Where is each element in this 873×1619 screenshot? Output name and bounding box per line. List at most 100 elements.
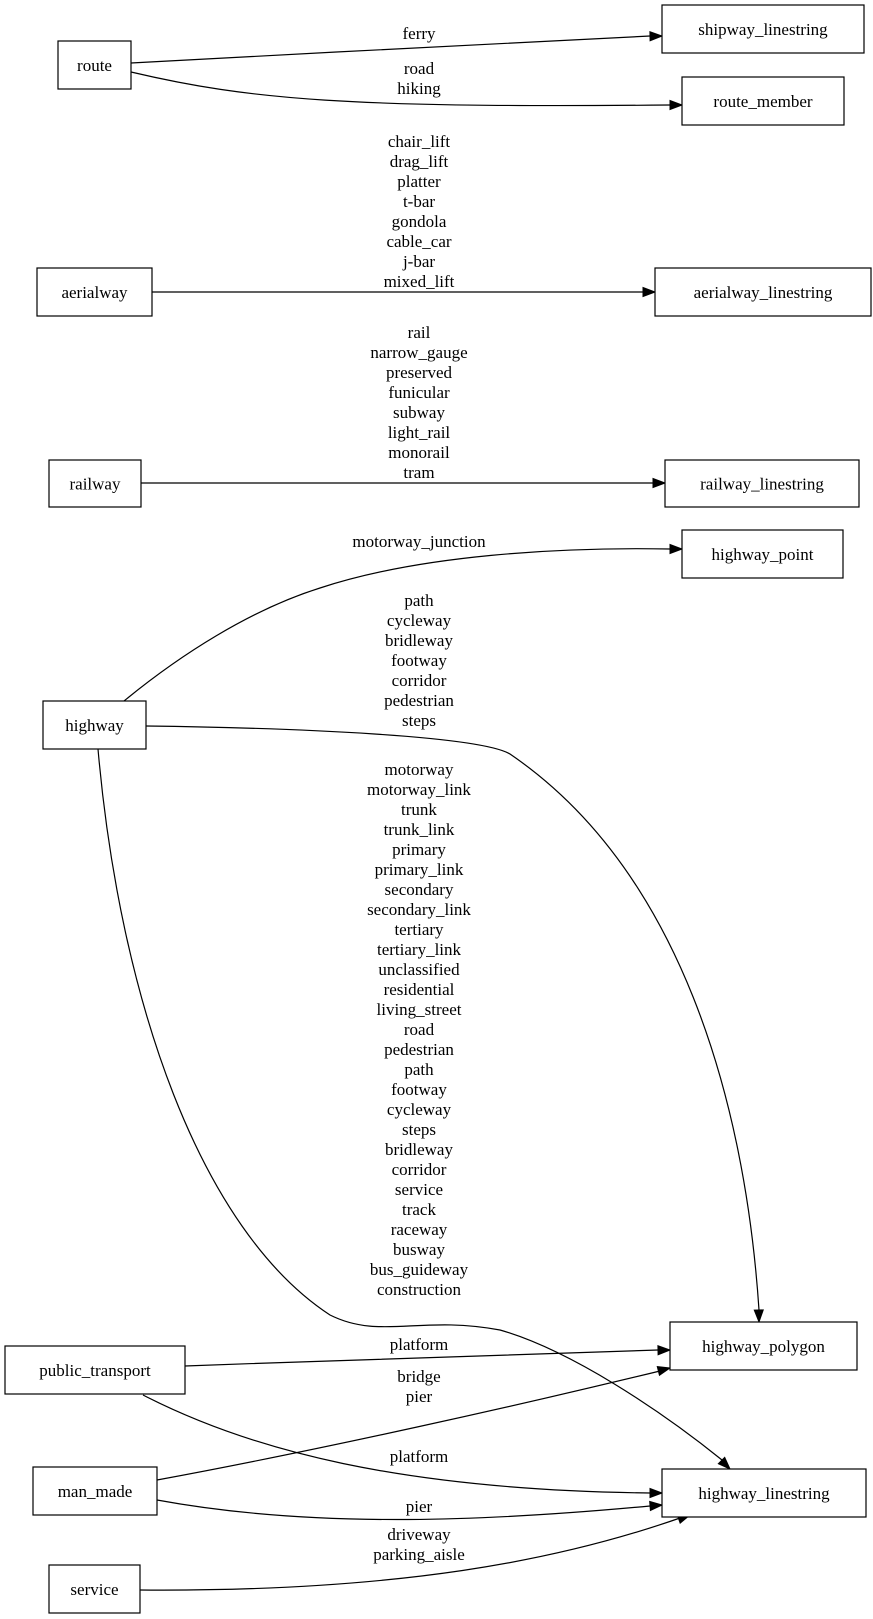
node-box — [664, 459, 860, 508]
edge-railway-to-railway-linestring: railnarrow_gaugepreservedfunicularsubway… — [141, 323, 667, 489]
node-highway: highway — [42, 700, 147, 750]
edge-line — [123, 548, 671, 702]
node-label: highway — [65, 716, 124, 735]
edge-label: raceway — [391, 1220, 448, 1239]
edge-label: j-bar — [402, 252, 435, 271]
edge-route-to-shipway-linestring: ferry — [130, 24, 664, 64]
node-label: man_made — [58, 1482, 133, 1501]
edge-label: mixed_lift — [384, 272, 455, 291]
edge-label: track — [402, 1200, 436, 1219]
edge-line — [139, 1517, 681, 1591]
node-box — [681, 76, 845, 126]
node-highway-polygon: highway_polygon — [669, 1321, 858, 1371]
node-box — [42, 700, 147, 750]
edge-aerialway-to-aerialway-linestring: chair_liftdrag_liftplattert-bargondolaca… — [152, 132, 657, 298]
edge-label: platform — [390, 1335, 449, 1354]
edge-label: bridge — [397, 1367, 440, 1386]
arrowhead-icon — [669, 543, 684, 555]
node-highway-point: highway_point — [681, 529, 844, 579]
edge-label: path — [404, 1060, 434, 1079]
edge-label: cycleway — [387, 1100, 452, 1119]
edge-label: cycleway — [387, 611, 452, 630]
node-box — [57, 40, 132, 90]
edge-label: living_street — [377, 1000, 462, 1019]
arrowhead-icon — [753, 1309, 764, 1324]
node-label: highway_linestring — [698, 1484, 830, 1503]
edge-label: busway — [393, 1240, 445, 1259]
node-label: railway — [70, 475, 121, 494]
node-box — [4, 1345, 186, 1395]
node-label: highway_point — [712, 545, 814, 564]
edge-label: path — [404, 591, 434, 610]
node-highway-linestring: highway_linestring — [661, 1468, 867, 1518]
edge-label: pedestrian — [384, 1040, 454, 1059]
edge-label: unclassified — [378, 960, 460, 979]
node-box — [681, 529, 844, 579]
node-label: route_member — [713, 92, 812, 111]
edge-label: primary_link — [375, 860, 464, 879]
node-service: service — [48, 1564, 141, 1614]
edge-label: bridleway — [385, 1140, 453, 1159]
node-label: highway_polygon — [702, 1337, 825, 1356]
edge-label: secondary — [385, 880, 454, 899]
node-railway: railway — [48, 459, 142, 508]
arrowhead-icon — [652, 477, 667, 489]
node-box — [48, 1564, 141, 1614]
edge-label: funicular — [388, 383, 450, 402]
edge-public-transport-to-highway-linestring: platform — [142, 1394, 664, 1499]
node-label: service — [70, 1580, 118, 1599]
node-aerialway-linestring: aerialway_linestring — [654, 267, 872, 317]
edge-label: platform — [390, 1447, 449, 1466]
edge-label: t-bar — [403, 192, 435, 211]
arrowhead-icon — [649, 1487, 664, 1499]
edge-label: road — [404, 59, 435, 78]
node-label: public_transport — [39, 1361, 151, 1380]
edge-label: subway — [393, 403, 445, 422]
node-box — [669, 1321, 858, 1371]
edge-line — [156, 1499, 651, 1521]
edge-line — [145, 725, 760, 1311]
edge-label: light_rail — [388, 423, 451, 442]
node-box — [654, 267, 872, 317]
edge-highway-to-highway-point: motorway_junction — [123, 532, 684, 702]
edge-label: gondola — [392, 212, 447, 231]
edge-line — [97, 748, 723, 1461]
edge-label: steps — [402, 1120, 436, 1139]
node-box — [48, 459, 142, 508]
arrowhead-icon — [669, 99, 684, 111]
edge-label: hiking — [397, 79, 441, 98]
edge-label: steps — [402, 711, 436, 730]
node-railway-linestring: railway_linestring — [664, 459, 860, 508]
node-label: aerialway_linestring — [694, 283, 833, 302]
node-label: shipway_linestring — [698, 20, 828, 39]
node-label: route — [77, 56, 112, 75]
arrowhead-icon — [649, 31, 664, 42]
node-label: railway_linestring — [700, 475, 824, 494]
edge-line — [130, 35, 651, 64]
node-box — [32, 1466, 158, 1516]
arrowhead-icon — [717, 1456, 732, 1471]
edge-label: rail — [408, 323, 431, 342]
edge-label: footway — [391, 651, 447, 670]
node-label: aerialway — [61, 283, 128, 302]
edge-label: footway — [391, 1080, 447, 1099]
edge-man-made-to-highway-linestring: pier — [156, 1497, 664, 1521]
node-box — [36, 267, 153, 317]
node-route-member: route_member — [681, 76, 845, 126]
edge-label: pier — [406, 1387, 433, 1406]
edge-label: cable_car — [386, 232, 451, 251]
node-route: route — [57, 40, 132, 90]
arrowhead-icon — [656, 1365, 672, 1377]
edge-label: pier — [406, 1497, 433, 1516]
edge-label: chair_lift — [388, 132, 451, 151]
edge-label: corridor — [392, 671, 447, 690]
edge-label: narrow_gauge — [370, 343, 467, 362]
edge-label: monorail — [388, 443, 450, 462]
edge-label: trunk — [401, 800, 437, 819]
edge-highway-to-highway-linestring: motorwaymotorway_linktrunktrunk_linkprim… — [97, 748, 732, 1471]
edge-label: motorway_junction — [352, 532, 486, 551]
